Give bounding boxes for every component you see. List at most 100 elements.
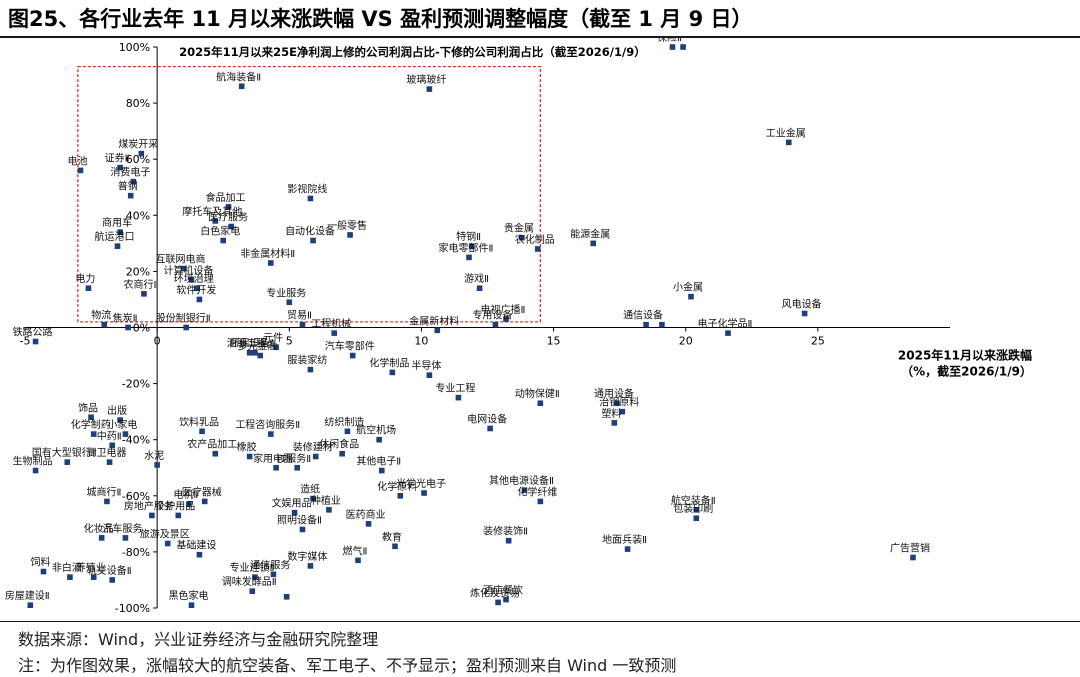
data-point xyxy=(680,44,686,50)
data-point xyxy=(505,537,512,544)
data-point-label: 航海装备Ⅱ xyxy=(216,70,261,83)
x-tick-label: 0 xyxy=(154,335,161,348)
data-point xyxy=(537,400,544,407)
data-point xyxy=(175,512,182,519)
data-point-label: 金属新材料 xyxy=(409,314,459,327)
data-point-label: 专用设备 xyxy=(472,309,512,322)
data-point-label: 能源金属 xyxy=(570,227,610,240)
y-tick-label: 20% xyxy=(126,265,150,278)
figure-title: 图25、各行业去年 11 月以来涨跌幅 VS 盈利预测调整幅度（截至 1 月 9… xyxy=(8,7,753,31)
data-point-label: 小家电 xyxy=(107,418,137,431)
data-point-label: 电池 xyxy=(68,154,88,167)
data-point-label: 通用设备 xyxy=(594,387,634,400)
data-point xyxy=(355,557,361,564)
data-point-label: 贸易Ⅱ xyxy=(287,310,312,322)
data-point xyxy=(212,218,219,224)
data-point xyxy=(273,464,279,471)
footer-divider xyxy=(0,621,1080,622)
data-point xyxy=(476,285,483,292)
data-point-label: 橡胶 xyxy=(237,441,257,454)
data-point-label: 软件开发 xyxy=(176,283,216,296)
data-point-label: 多元金融 xyxy=(237,340,277,353)
data-point xyxy=(310,495,316,502)
data-point-label: 化学制药 xyxy=(71,418,111,431)
data-point-label: 炼化及贸易 xyxy=(470,586,520,599)
data-point xyxy=(286,299,293,306)
data-point xyxy=(212,450,219,457)
figure-title-bar: 图25、各行业去年 11 月以来涨跌幅 VS 盈利预测调整幅度（截至 1 月 9… xyxy=(0,0,1080,38)
data-point-label: 航空机场 xyxy=(356,424,396,437)
y-tick-label: -40% xyxy=(122,434,150,447)
data-point xyxy=(138,150,145,157)
data-point xyxy=(164,540,171,547)
data-point-label: 航运港口 xyxy=(95,230,135,243)
data-point xyxy=(122,431,129,437)
data-point-label: 燃气Ⅱ xyxy=(343,544,368,557)
data-point xyxy=(487,425,493,432)
data-point xyxy=(421,490,427,496)
data-point-label: 影视院线 xyxy=(287,182,327,195)
data-point-label: 非白酒 xyxy=(52,561,82,574)
data-point-label: 特钢Ⅱ xyxy=(456,230,481,243)
data-point-label: 其他电子Ⅱ xyxy=(356,455,401,468)
y-tick-label: 40% xyxy=(126,209,150,222)
data-point-label: 航空装备Ⅱ xyxy=(671,494,716,507)
data-point xyxy=(228,223,234,230)
data-point-label: 城商行Ⅱ xyxy=(86,485,121,498)
data-point xyxy=(468,243,475,249)
data-point xyxy=(299,526,306,533)
data-point xyxy=(32,467,39,474)
data-point xyxy=(339,450,345,457)
data-point xyxy=(196,296,203,303)
y-tick-label: 0% xyxy=(133,322,150,335)
data-point-label: 治钢原料 xyxy=(599,396,639,409)
data-point xyxy=(326,507,332,513)
y-tick-label: 80% xyxy=(126,97,150,110)
data-point xyxy=(180,265,187,272)
data-point xyxy=(426,86,433,92)
data-point xyxy=(130,178,137,185)
data-point xyxy=(249,588,256,594)
data-point xyxy=(186,501,192,508)
data-point xyxy=(397,493,404,499)
data-point xyxy=(347,232,353,238)
data-point xyxy=(67,574,73,580)
data-point-label: 电视广播Ⅱ xyxy=(481,303,526,316)
data-point xyxy=(426,372,433,378)
data-point-label: 生物制品 xyxy=(13,455,53,468)
x-tick-label: 15 xyxy=(547,335,561,348)
data-point-label: 农产品加工 xyxy=(187,438,237,451)
data-point xyxy=(614,400,620,407)
data-point xyxy=(117,164,123,171)
data-point-label: 商用车 xyxy=(102,216,132,229)
data-point xyxy=(40,568,47,575)
data-point xyxy=(183,324,190,331)
data-point-label: 专业服务 xyxy=(266,286,306,299)
data-point xyxy=(188,277,195,283)
data-point xyxy=(537,498,544,505)
data-point-label: 中药Ⅱ xyxy=(97,429,122,442)
data-point xyxy=(225,204,232,210)
data-point-label: 物流 xyxy=(91,309,111,322)
data-point xyxy=(688,293,694,300)
data-point-label: 动物保健Ⅱ xyxy=(515,387,560,400)
data-point-label: 装修建材 xyxy=(293,441,333,454)
data-point-label: 造纸 xyxy=(300,483,320,496)
data-point-label: 煤炭开采 xyxy=(118,138,158,151)
data-point xyxy=(109,577,116,583)
y-tick-label: -60% xyxy=(122,490,150,503)
data-point xyxy=(149,512,155,519)
data-point-label: 汽车服务 xyxy=(102,522,142,535)
data-point xyxy=(122,535,129,541)
data-point-label: 化学制品 xyxy=(369,356,409,369)
data-point xyxy=(466,254,472,261)
data-point xyxy=(693,515,700,522)
data-point xyxy=(104,498,110,505)
data-point-label: 工程机械 xyxy=(311,317,351,330)
x-axis-label: 2025年11月以来涨跌幅 xyxy=(898,348,1032,363)
data-point-label: 证券Ⅱ xyxy=(105,152,130,165)
data-point-label: 农商行Ⅱ xyxy=(123,278,158,291)
data-point-label: 互联网电商 xyxy=(156,253,206,266)
data-point xyxy=(312,453,319,460)
data-point xyxy=(693,507,700,513)
